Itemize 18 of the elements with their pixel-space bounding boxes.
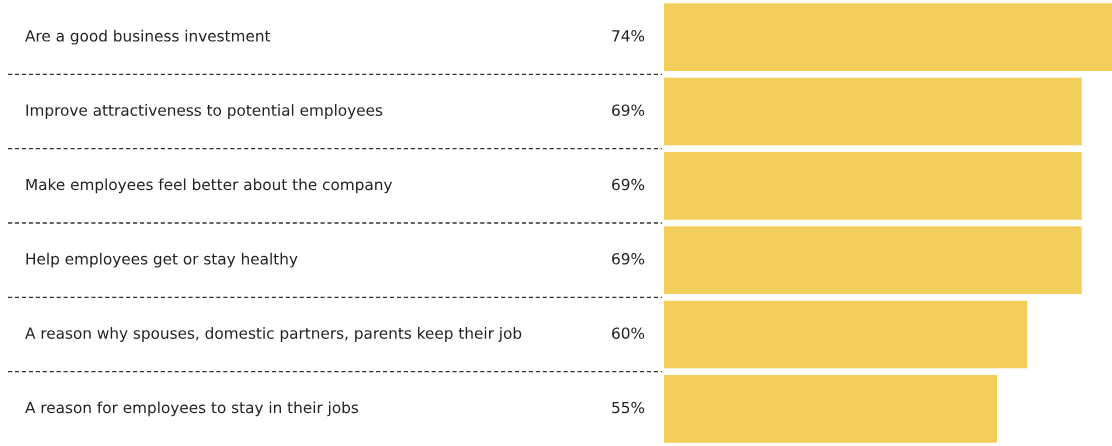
- y-tick-label: Improve attractiveness to potential employees: [26, 104, 383, 119]
- bar: [664, 3, 1112, 71]
- y-tick-label: Are a good business investment: [25, 29, 271, 45]
- data-label: 69%: [612, 104, 645, 116]
- bar: [664, 152, 1082, 220]
- bar: [664, 77, 1082, 146]
- y-tick-label: A reason for employees to stay in their jobs: [25, 401, 359, 417]
- data-label: 69%: [612, 253, 645, 265]
- y-tick-label: A reason why spouses, domestic partners, parents keep their job: [25, 327, 522, 342]
- data-label: 55%: [612, 401, 645, 414]
- bar: [664, 375, 997, 443]
- data-label: 60%: [612, 327, 645, 339]
- data-label: 74%: [612, 30, 645, 42]
- data-label: 69%: [612, 178, 645, 191]
- y-tick-label: Make employees feel better about the company: [26, 178, 393, 194]
- bar: [664, 300, 1028, 369]
- y-tick-label: Help employees get or stay healthy: [26, 252, 298, 268]
- bar: [664, 226, 1082, 294]
